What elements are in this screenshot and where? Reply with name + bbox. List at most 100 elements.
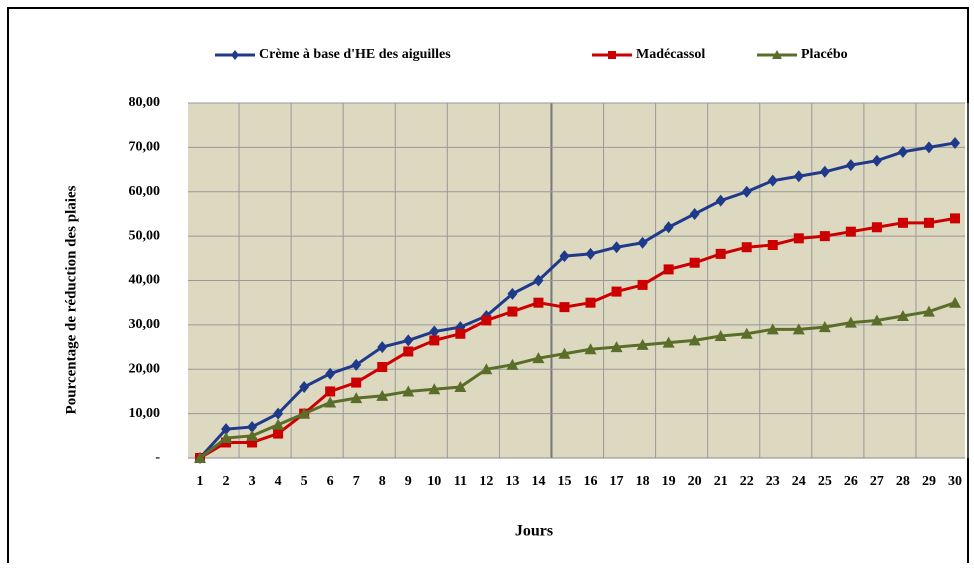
- marker: [688, 334, 701, 346]
- y-tick-label: 20,00: [129, 361, 161, 376]
- legend-label: Crème à base d'HE des aiguilles: [259, 47, 451, 62]
- marker: [481, 315, 492, 326]
- x-tick-label: 4: [275, 474, 282, 489]
- marker: [351, 377, 362, 388]
- marker: [325, 386, 336, 397]
- marker: [844, 316, 857, 328]
- y-tick-label: 60,00: [129, 184, 161, 199]
- marker: [246, 429, 259, 441]
- marker: [325, 367, 336, 380]
- marker: [220, 432, 233, 444]
- x-tick-label: 16: [584, 474, 598, 489]
- marker: [897, 217, 908, 228]
- marker: [741, 242, 752, 253]
- y-tick-label: -: [155, 450, 160, 465]
- marker: [871, 222, 882, 233]
- y-tick-label: 70,00: [129, 140, 161, 155]
- y-tick-label: 80,00: [129, 95, 161, 110]
- y-tick-label: 50,00: [129, 228, 161, 243]
- marker: [299, 381, 310, 393]
- marker: [559, 250, 570, 263]
- marker: [637, 236, 648, 249]
- x-tick-label: 18: [636, 474, 650, 489]
- x-tick-label: 27: [870, 474, 884, 489]
- x-tick-label: 10: [427, 474, 441, 489]
- marker: [351, 358, 362, 371]
- x-tick-label: 8: [379, 474, 386, 489]
- marker: [429, 335, 440, 346]
- x-tick-label: 3: [249, 474, 256, 489]
- marker: [715, 248, 726, 259]
- marker: [507, 306, 518, 317]
- marker: [377, 362, 388, 373]
- marker: [533, 274, 544, 287]
- marker: [506, 358, 519, 370]
- marker: [663, 264, 674, 275]
- marker: [611, 286, 622, 297]
- y-tick-label: 30,00: [129, 317, 161, 332]
- marker: [272, 418, 285, 430]
- marker: [950, 213, 960, 224]
- marker: [714, 329, 727, 341]
- marker: [819, 231, 830, 242]
- marker: [350, 392, 363, 404]
- legend-marker: [772, 50, 782, 59]
- marker: [845, 226, 856, 237]
- marker: [766, 323, 779, 335]
- marker: [870, 314, 883, 326]
- marker: [402, 385, 415, 397]
- marker: [610, 341, 623, 353]
- marker: [845, 159, 856, 172]
- marker: [324, 396, 337, 408]
- marker: [896, 310, 909, 321]
- marker: [377, 341, 388, 354]
- legend-label: Madécassol: [636, 47, 705, 62]
- marker: [689, 207, 700, 220]
- series-line: [198, 141, 956, 460]
- marker: [247, 420, 258, 433]
- marker: [949, 296, 961, 308]
- marker: [819, 165, 830, 178]
- marker: [194, 452, 206, 463]
- marker: [897, 145, 908, 158]
- marker: [741, 185, 752, 198]
- x-tick-label: 5: [301, 474, 308, 489]
- marker: [663, 221, 674, 234]
- marker: [559, 302, 570, 313]
- marker: [273, 407, 284, 420]
- x-tick-label: 19: [662, 474, 676, 489]
- marker: [689, 257, 700, 268]
- x-tick-label: 29: [922, 474, 936, 489]
- x-tick-label: 26: [844, 474, 858, 489]
- x-tick-label: 2: [223, 474, 230, 489]
- marker: [767, 240, 778, 250]
- marker: [950, 136, 960, 149]
- x-axis-label: Jours: [515, 523, 553, 540]
- marker: [532, 352, 545, 364]
- marker: [637, 279, 648, 290]
- x-tick-label: 17: [610, 474, 624, 489]
- x-tick-label: 30: [948, 474, 962, 489]
- marker: [429, 325, 440, 338]
- marker: [584, 343, 597, 355]
- x-tick-label: 7: [353, 474, 360, 489]
- marker: [298, 407, 311, 419]
- legend-marker: [608, 51, 616, 59]
- marker: [611, 241, 622, 254]
- marker: [221, 423, 232, 436]
- marker: [923, 217, 934, 228]
- marker: [871, 154, 882, 167]
- series-line: [199, 301, 956, 460]
- marker: [507, 287, 518, 300]
- x-tick-label: 24: [792, 474, 806, 489]
- x-tick-label: 28: [896, 474, 910, 489]
- marker: [767, 174, 778, 187]
- legend-label: Placébo: [801, 47, 848, 62]
- marker: [923, 141, 934, 154]
- x-tick-label: 9: [405, 474, 412, 489]
- marker: [558, 347, 571, 359]
- marker: [480, 363, 493, 375]
- x-tick-label: 1: [197, 474, 204, 489]
- marker: [636, 338, 649, 350]
- marker: [792, 323, 805, 335]
